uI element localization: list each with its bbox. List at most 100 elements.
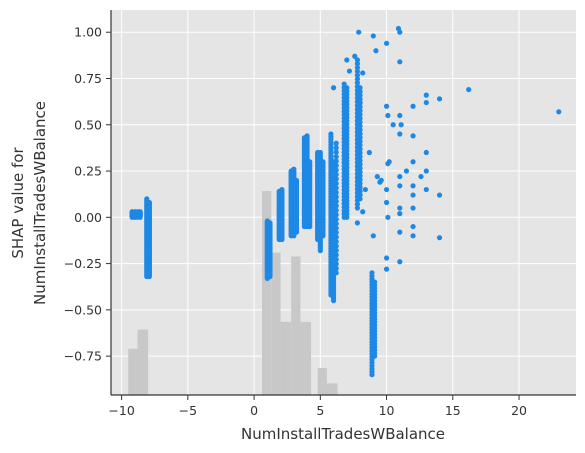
y-axis-label-line-2: NumInstallTradesWBalance xyxy=(31,101,49,305)
x-tick-label: 20 xyxy=(511,403,527,418)
data-point xyxy=(357,104,363,110)
data-point xyxy=(383,103,390,109)
data-point xyxy=(383,266,390,272)
histogram-bar xyxy=(128,348,138,395)
data-point xyxy=(146,199,153,206)
data-point xyxy=(333,180,339,187)
data-point xyxy=(357,123,363,129)
x-axis-ticks: −10 −5 0 5 10 15 20 xyxy=(108,395,527,418)
data-point xyxy=(385,112,391,119)
data-point xyxy=(333,256,339,263)
data-point xyxy=(354,72,361,78)
data-point xyxy=(333,194,339,200)
data-point xyxy=(410,223,416,230)
data-point xyxy=(357,192,363,198)
y-tick-label: −0.25 xyxy=(64,256,102,271)
data-point xyxy=(357,119,363,125)
data-point xyxy=(385,161,391,167)
histogram-bar xyxy=(280,321,292,395)
histogram xyxy=(128,190,338,395)
data-point xyxy=(333,145,339,151)
data-point xyxy=(354,80,361,86)
data-point xyxy=(357,188,363,194)
data-point xyxy=(356,29,362,35)
data-point xyxy=(410,133,416,139)
data-point xyxy=(333,185,339,191)
data-point xyxy=(410,205,416,211)
data-point xyxy=(397,259,403,265)
x-tick-label: 5 xyxy=(316,403,324,418)
data-point xyxy=(317,149,323,156)
data-point xyxy=(267,220,273,226)
histogram-bar xyxy=(137,329,149,395)
histogram-bar xyxy=(262,190,272,395)
data-point xyxy=(333,265,339,271)
data-point xyxy=(383,186,390,193)
data-point xyxy=(397,59,403,65)
x-tick-label: 15 xyxy=(445,403,461,418)
data-point xyxy=(373,48,379,54)
data-point xyxy=(410,192,416,198)
data-point xyxy=(397,131,403,137)
histogram-bar xyxy=(317,368,327,395)
data-point xyxy=(357,157,363,164)
data-point xyxy=(354,61,361,67)
y-tick-label: −0.50 xyxy=(64,302,102,317)
data-point xyxy=(410,159,416,165)
data-point xyxy=(397,211,403,217)
data-point xyxy=(333,207,339,213)
data-point xyxy=(357,196,363,202)
y-tick-label: 1.00 xyxy=(74,25,102,40)
data-point xyxy=(333,189,339,196)
data-point xyxy=(357,115,363,121)
data-point xyxy=(354,220,361,226)
data-point xyxy=(366,149,372,156)
data-point xyxy=(357,138,363,144)
data-point xyxy=(385,214,391,220)
data-point xyxy=(333,140,339,146)
data-point xyxy=(333,216,339,222)
data-point xyxy=(357,165,363,171)
x-tick-label: 0 xyxy=(250,403,258,418)
data-point xyxy=(390,122,396,128)
data-point xyxy=(307,159,313,165)
data-point xyxy=(354,64,361,71)
data-point xyxy=(354,201,361,207)
data-point xyxy=(378,177,384,183)
data-point xyxy=(344,85,350,91)
data-point xyxy=(397,183,403,189)
data-point xyxy=(397,173,403,180)
data-point xyxy=(357,169,363,175)
data-point xyxy=(333,154,339,160)
data-point xyxy=(279,186,285,193)
data-point xyxy=(333,252,339,258)
data-point xyxy=(423,99,429,106)
data-point xyxy=(372,279,378,285)
data-point xyxy=(333,230,339,236)
data-point xyxy=(333,221,339,227)
data-point xyxy=(333,243,339,249)
data-point xyxy=(333,212,339,218)
data-point xyxy=(383,199,390,206)
data-point xyxy=(436,235,443,241)
histogram-bar xyxy=(291,256,301,395)
data-point xyxy=(369,270,375,276)
data-point xyxy=(304,133,310,139)
data-point xyxy=(333,234,339,240)
scatter-points xyxy=(129,25,562,378)
data-point xyxy=(333,176,339,182)
y-axis-ticks: −0.75 −0.50 −0.25 0.00 0.25 0.50 0.75 1.00 xyxy=(64,25,111,364)
data-point xyxy=(333,203,339,209)
data-point xyxy=(354,68,361,74)
x-axis-label: NumInstallTradesWBalance xyxy=(241,425,445,443)
data-point xyxy=(357,150,363,156)
data-point xyxy=(398,122,404,128)
data-point xyxy=(403,168,410,174)
data-point xyxy=(397,29,403,35)
data-point xyxy=(357,108,363,114)
data-point xyxy=(333,198,339,204)
y-tick-label: −0.75 xyxy=(64,349,102,364)
data-point xyxy=(333,171,339,178)
data-point xyxy=(333,167,339,173)
data-point xyxy=(556,109,562,115)
